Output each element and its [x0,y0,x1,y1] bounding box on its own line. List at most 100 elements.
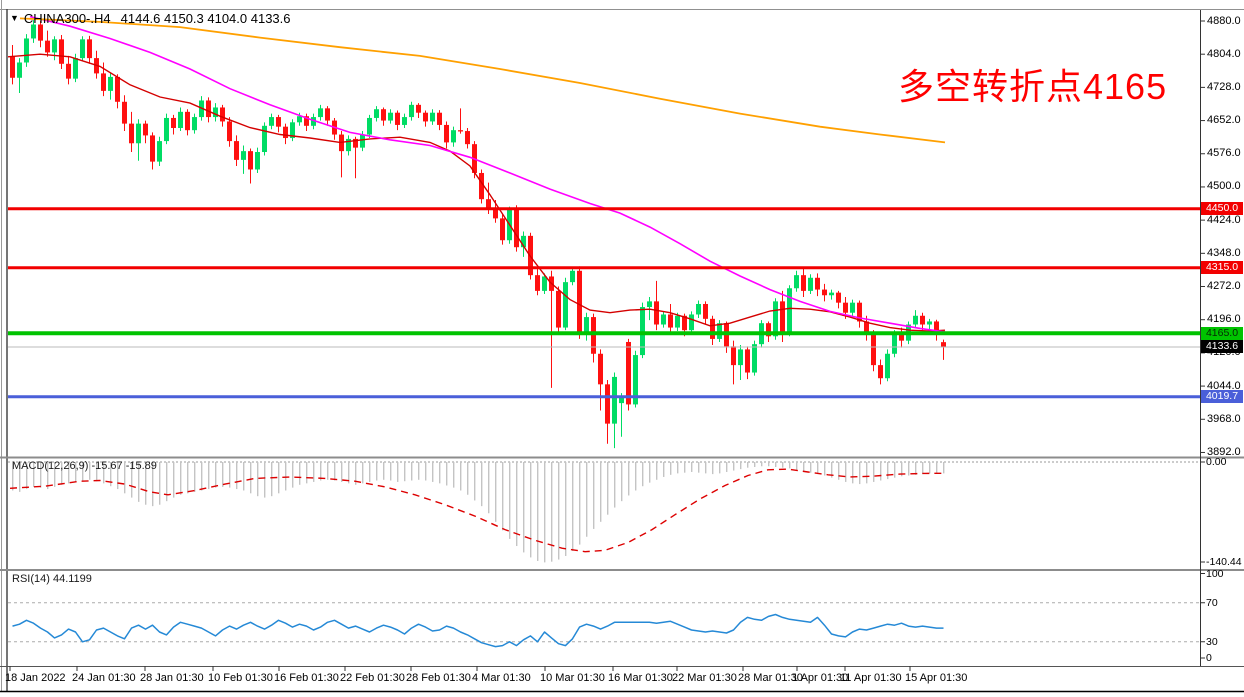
candle-down [801,275,806,291]
candle-up [787,288,792,335]
macd-hist-bar [103,462,105,484]
macd-hist-bar [908,462,910,476]
candle-down [395,112,400,125]
macd-hist-bar [817,462,819,475]
macd-hist-bar [439,462,441,484]
macd-hist-bar [943,462,945,474]
candle-down [864,321,869,335]
macd-hist-bar [698,462,700,473]
candle-up [542,276,547,291]
candle-up [633,355,638,405]
macd-hist-bar [551,462,553,562]
macd-signal-line [9,468,946,553]
candle-down [815,277,820,290]
candle-up [164,117,169,142]
candle-up [297,116,302,123]
macd-hist-bar [740,462,742,470]
macd-hist-bar [859,462,861,485]
candle-up [794,275,799,289]
pane-separator-2[interactable] [0,569,1244,571]
candle-up [661,314,666,325]
macd-hist-bar [376,462,378,481]
candle-up [885,353,890,379]
candle-down [843,302,848,313]
macd-hist-bar [236,462,238,490]
macd-hist-bar [362,462,364,484]
ma-fast-line [8,53,946,332]
macd-hist-bar [313,462,315,482]
candle-up [689,314,694,331]
candle-up [647,301,652,308]
macd-hist-bar [894,462,896,478]
candle-down [304,116,309,126]
candle-up [808,277,813,291]
macd-hist-bar [558,462,560,560]
macd-hist-bar [691,462,693,472]
macd-hist-bar [33,462,35,487]
macd-hist-bar [733,462,735,471]
macd-hist-bar [264,462,266,498]
macd-hist-bar [530,462,532,558]
candle-down [514,209,519,248]
candle-up [374,109,379,118]
macd-hist-bar [824,462,826,476]
candle-down [899,333,904,341]
macd-hist-bar [40,462,42,488]
candle-down [535,275,540,291]
candle-up [108,76,113,91]
candle-up [136,123,141,144]
candle-down [234,141,239,160]
pane-separator-1[interactable] [0,456,1244,459]
macd-hist-bar [523,462,525,553]
symbol-dropdown-icon[interactable]: ▼ [10,13,19,23]
candle-up [157,141,162,162]
candle-up [73,58,78,79]
macd-hist-bar [411,462,413,481]
macd-hist-bar [383,462,385,480]
candle-down [353,138,358,148]
candle-down [227,121,232,142]
macd-hist-bar [586,462,588,537]
macd-hist-bar [152,462,154,507]
candle-down [416,104,421,113]
candle-down [703,303,708,319]
macd-hist-bar [12,462,14,491]
candle-up [570,270,575,283]
candle-down [871,334,876,366]
macd-hist-bar [579,462,581,545]
macd-legend: MACD(12,26,9) -15.67 -15.89 [12,460,157,472]
macd-hist-bar [677,462,679,474]
macd-hist-bar [159,462,161,505]
candle-down [276,117,281,127]
macd-hist-bar [880,462,882,481]
macd-hist-bar [110,462,112,487]
candle-down [500,218,505,241]
candle-up [612,376,617,424]
macd-hist-bar [628,462,630,496]
macd-hist-bar [796,462,798,470]
candle-down [486,199,491,210]
candle-up [52,39,57,53]
macd-hist-bar [47,462,49,490]
candle-down [731,346,736,366]
macd-hist-bar [117,462,119,490]
candle-down [101,73,106,91]
candle-up [738,349,743,366]
macd-hist-bar [61,462,63,485]
candle-down [780,301,785,335]
macd-hist-bar [866,462,868,484]
macd-hist-bar [726,462,728,472]
macd-hist-bar [68,462,70,484]
candle-down [458,130,463,132]
macd-hist-bar [495,462,497,522]
candle-down [87,39,92,59]
macd-hist-bar [768,462,770,467]
candle-down [493,209,498,219]
macd-hist-bar [761,462,763,467]
macd-hist-bar [852,462,854,484]
macd-hist-bar [54,462,56,487]
macd-hist-bar [138,462,140,502]
macd-hist-bar [915,462,917,475]
